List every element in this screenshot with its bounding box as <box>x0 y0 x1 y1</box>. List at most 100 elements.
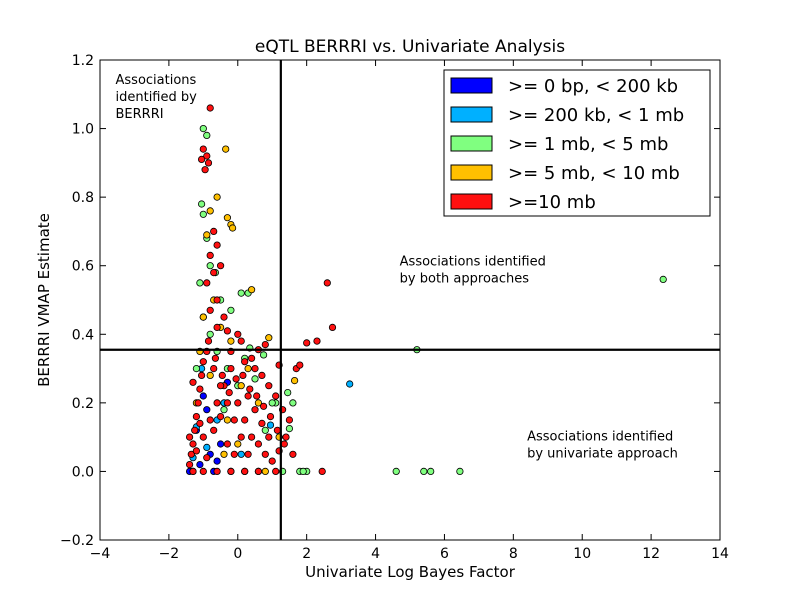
data-point <box>217 262 225 270</box>
data-point <box>296 361 304 369</box>
legend: >= 0 bp, < 200 kb >= 200 kb, < 1 mb >= 1 m… <box>443 69 711 217</box>
legend-label: >= 5 mb, < 10 mb <box>508 163 680 184</box>
data-point <box>206 306 214 314</box>
data-point <box>248 286 256 294</box>
annotation-line: by both approaches <box>400 272 530 287</box>
y-tick-label: 1.0 <box>72 122 94 138</box>
data-point <box>199 467 207 475</box>
data-point <box>210 268 218 277</box>
data-point <box>241 467 249 475</box>
data-point <box>346 380 354 388</box>
legend-swatch <box>450 106 493 123</box>
data-point <box>289 450 297 458</box>
x-tick-label: 0 <box>233 546 242 562</box>
data-point <box>213 399 221 407</box>
legend-label: >=10 mb <box>508 192 596 213</box>
data-point <box>265 382 273 390</box>
x-tick-label: 2 <box>302 546 311 562</box>
data-point <box>213 457 221 465</box>
data-point <box>290 376 299 385</box>
plot-frame <box>99 59 721 541</box>
annotation-line: identified by <box>116 90 198 105</box>
data-point <box>272 392 280 400</box>
data-point <box>206 416 214 424</box>
data-point <box>251 406 259 414</box>
axis-ticks: −4 −2 0 2 4 6 8 10 12 14 −0.2 0.0 0.2 0.4 0.6 0.8 1.0 1.2 <box>60 53 729 562</box>
annotation-line: Associations <box>116 73 197 88</box>
data-point <box>266 412 275 421</box>
data-point <box>217 440 225 448</box>
data-point <box>203 131 211 139</box>
data-point <box>420 467 428 475</box>
annotation-line: Associations identified <box>400 255 546 270</box>
data-point <box>244 392 252 400</box>
data-point <box>210 227 218 235</box>
data-point <box>223 440 231 448</box>
points-layer <box>186 104 667 475</box>
x-tick-label: 10 <box>573 546 591 562</box>
data-point <box>191 426 199 434</box>
data-point <box>206 262 214 270</box>
data-point <box>261 450 269 458</box>
y-tick-label: 0.8 <box>72 190 94 206</box>
data-point <box>203 231 211 239</box>
data-point <box>192 364 200 373</box>
data-point <box>229 224 237 232</box>
data-point <box>217 412 225 421</box>
data-point <box>227 364 235 373</box>
data-point <box>244 450 252 458</box>
data-point <box>223 327 231 335</box>
data-point <box>196 419 204 427</box>
data-point <box>234 399 242 407</box>
data-point <box>204 159 213 167</box>
data-point <box>234 440 242 448</box>
data-point <box>187 450 195 458</box>
series-1 <box>186 378 249 475</box>
data-point <box>261 467 269 475</box>
data-point <box>237 382 245 390</box>
data-point <box>198 155 206 163</box>
data-point <box>199 313 207 321</box>
annotation-line: Associations identified <box>527 430 673 445</box>
data-point <box>230 450 238 458</box>
y-tick-label: 0.0 <box>72 464 94 480</box>
data-point <box>254 440 262 448</box>
data-point <box>282 433 290 441</box>
data-point <box>427 467 435 475</box>
data-point <box>220 313 228 321</box>
data-point <box>213 193 221 201</box>
data-point <box>206 251 214 259</box>
legend-swatch <box>450 164 493 181</box>
legend-swatch <box>450 135 493 152</box>
data-point <box>244 364 252 373</box>
x-tick-label: 12 <box>642 546 660 562</box>
data-point <box>253 392 261 400</box>
data-point <box>254 399 262 407</box>
data-point <box>196 385 204 393</box>
data-point <box>196 460 204 469</box>
data-point <box>303 339 311 347</box>
data-point <box>241 416 249 424</box>
data-point <box>272 467 280 475</box>
data-point <box>223 214 231 222</box>
data-point <box>318 467 326 475</box>
data-point <box>222 145 230 153</box>
data-point <box>192 447 200 455</box>
data-point <box>232 375 240 383</box>
data-point <box>313 337 321 345</box>
data-point <box>186 433 194 441</box>
data-point <box>206 371 214 379</box>
data-point <box>268 457 276 465</box>
data-point <box>241 358 249 366</box>
annotation-line: BERRRI <box>116 107 164 122</box>
data-point <box>220 450 228 458</box>
legend-item: >= 0 bp, < 200 kb <box>450 76 678 97</box>
data-point <box>210 364 218 373</box>
data-point <box>230 416 238 424</box>
threshold-lines <box>100 60 720 540</box>
annotation-1: Associations identified by BERRRI <box>116 73 198 122</box>
data-point <box>206 330 214 338</box>
y-tick-label: 1.2 <box>72 53 94 69</box>
